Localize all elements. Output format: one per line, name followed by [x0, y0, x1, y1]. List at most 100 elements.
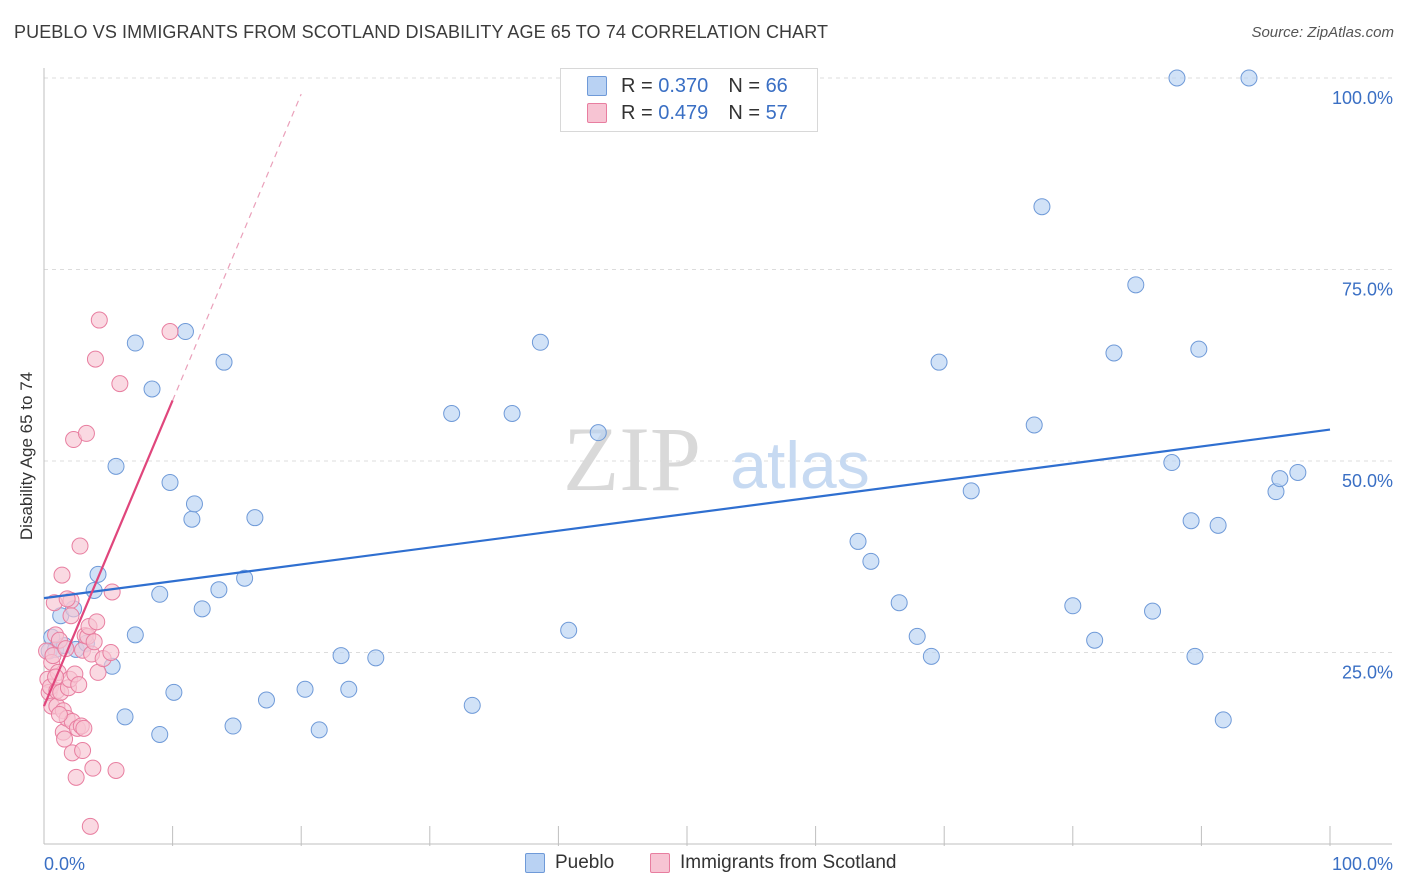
legend-n-label: N =: [728, 101, 760, 124]
pueblo-point: [962, 482, 980, 500]
scotland-point: [62, 607, 80, 625]
pueblo-point: [531, 333, 549, 351]
pueblo-point: [107, 457, 125, 475]
scotland-point: [161, 323, 179, 341]
scotland-point: [85, 633, 103, 651]
pueblo-point: [236, 569, 254, 587]
pueblo-point: [126, 626, 144, 644]
scotland-trend-line: [42, 400, 174, 707]
bottom-legend-swatch-pueblo: [525, 853, 545, 873]
scotland-point: [102, 644, 120, 661]
pueblo-point: [908, 627, 926, 645]
scotland-point: [75, 719, 93, 737]
legend-r-label: R =: [621, 74, 653, 97]
pueblo-point: [1105, 344, 1123, 362]
data-points: [38, 69, 1307, 835]
pueblo-point: [126, 334, 144, 352]
bottom-legend-scotland: Immigrants from Scotland: [650, 852, 896, 874]
scotland-point: [67, 768, 85, 786]
pueblo-point: [257, 691, 275, 709]
y-tick-label: 50.0%: [1342, 471, 1393, 491]
legend-row-scotland: R = 0.479 N = 57: [587, 102, 788, 124]
pueblo-point: [589, 424, 607, 442]
pueblo-point: [443, 405, 461, 423]
pueblo-point: [116, 708, 134, 726]
pueblo-point: [1289, 463, 1307, 481]
legend-swatch-pueblo: [587, 76, 607, 96]
bottom-legend: Pueblo Immigrants from Scotland: [0, 852, 1406, 878]
pueblo-point: [246, 509, 264, 527]
legend: R = 0.370 N = 66 R = 0.479 N = 57: [560, 68, 818, 132]
pueblo-point: [1240, 69, 1258, 87]
pueblo-point: [367, 649, 385, 667]
pueblo-point: [183, 510, 201, 528]
gridlines: [44, 77, 1392, 653]
scotland-point: [50, 706, 68, 724]
pueblo-point: [1064, 597, 1082, 615]
pueblo-point: [463, 696, 481, 714]
legend-row-pueblo: R = 0.370 N = 66: [587, 75, 788, 97]
pueblo-point: [1168, 69, 1186, 87]
pueblo-point: [296, 680, 314, 698]
scotland-point: [71, 537, 89, 555]
scotland-point: [74, 742, 92, 760]
pueblo-point: [1190, 340, 1208, 358]
tick-labels: 25.0% 50.0% 75.0% 100.0% 0.0% 100.0%: [44, 88, 1393, 874]
bottom-legend-pueblo: Pueblo: [525, 852, 614, 874]
scotland-point: [70, 676, 88, 694]
scotland-point: [107, 761, 125, 779]
bottom-legend-label: Pueblo: [555, 852, 615, 873]
pueblo-point: [1186, 647, 1204, 665]
pueblo-point: [161, 473, 179, 491]
watermark-atlas: atlas: [730, 428, 869, 502]
pueblo-point: [1025, 416, 1043, 434]
pueblo-point: [1127, 276, 1145, 294]
pueblo-point: [340, 680, 358, 698]
scotland-point: [103, 583, 121, 601]
scotland-point: [81, 817, 99, 835]
legend-r-label: R =: [621, 101, 653, 124]
pueblo-trend-line: [43, 428, 1331, 600]
legend-swatch-scotland: [587, 103, 607, 123]
scotland-trend-extension: [172, 93, 302, 401]
bottom-legend-swatch-scotland: [650, 853, 670, 873]
pueblo-point: [890, 594, 908, 612]
legend-r-value: 0.370: [658, 74, 709, 97]
pueblo-point: [185, 495, 203, 513]
trend-lines: [42, 93, 1331, 707]
legend-n-label: N =: [728, 74, 760, 97]
pueblo-point: [849, 532, 867, 550]
scotland-point: [56, 730, 74, 748]
pueblo-point: [930, 353, 948, 371]
pueblo-point: [210, 581, 228, 599]
pueblo-point: [151, 725, 169, 743]
pueblo-point: [1163, 454, 1181, 472]
scotland-point: [111, 375, 129, 393]
scotland-point: [77, 424, 95, 442]
legend-r-value: 0.479: [658, 101, 709, 124]
y-tick-label: 75.0%: [1342, 280, 1393, 300]
pueblo-point: [922, 647, 940, 665]
watermark-zip: ZIP: [563, 408, 701, 510]
pueblo-point: [193, 600, 211, 618]
source-label: Source: ZipAtlas.com: [1251, 24, 1394, 41]
y-tick-label: 100.0%: [1332, 88, 1393, 108]
scotland-point: [53, 566, 71, 584]
watermark: ZIP atlas: [563, 408, 870, 510]
pueblo-point: [1086, 631, 1104, 649]
pueblo-point: [143, 380, 161, 398]
scotland-point: [86, 350, 104, 368]
pueblo-point: [176, 323, 194, 341]
pueblo-point: [332, 647, 350, 665]
pueblo-point: [151, 585, 169, 603]
scotland-point: [88, 613, 106, 631]
pueblo-point: [310, 721, 328, 739]
pueblo-point: [560, 621, 578, 639]
pueblo-point: [1214, 711, 1232, 729]
pueblo-point: [1144, 602, 1162, 620]
pueblo-point: [1209, 516, 1227, 534]
pueblo-point: [862, 552, 880, 570]
y-tick-label: 25.0%: [1342, 663, 1393, 683]
x-tick-label: 0.0%: [44, 854, 85, 874]
